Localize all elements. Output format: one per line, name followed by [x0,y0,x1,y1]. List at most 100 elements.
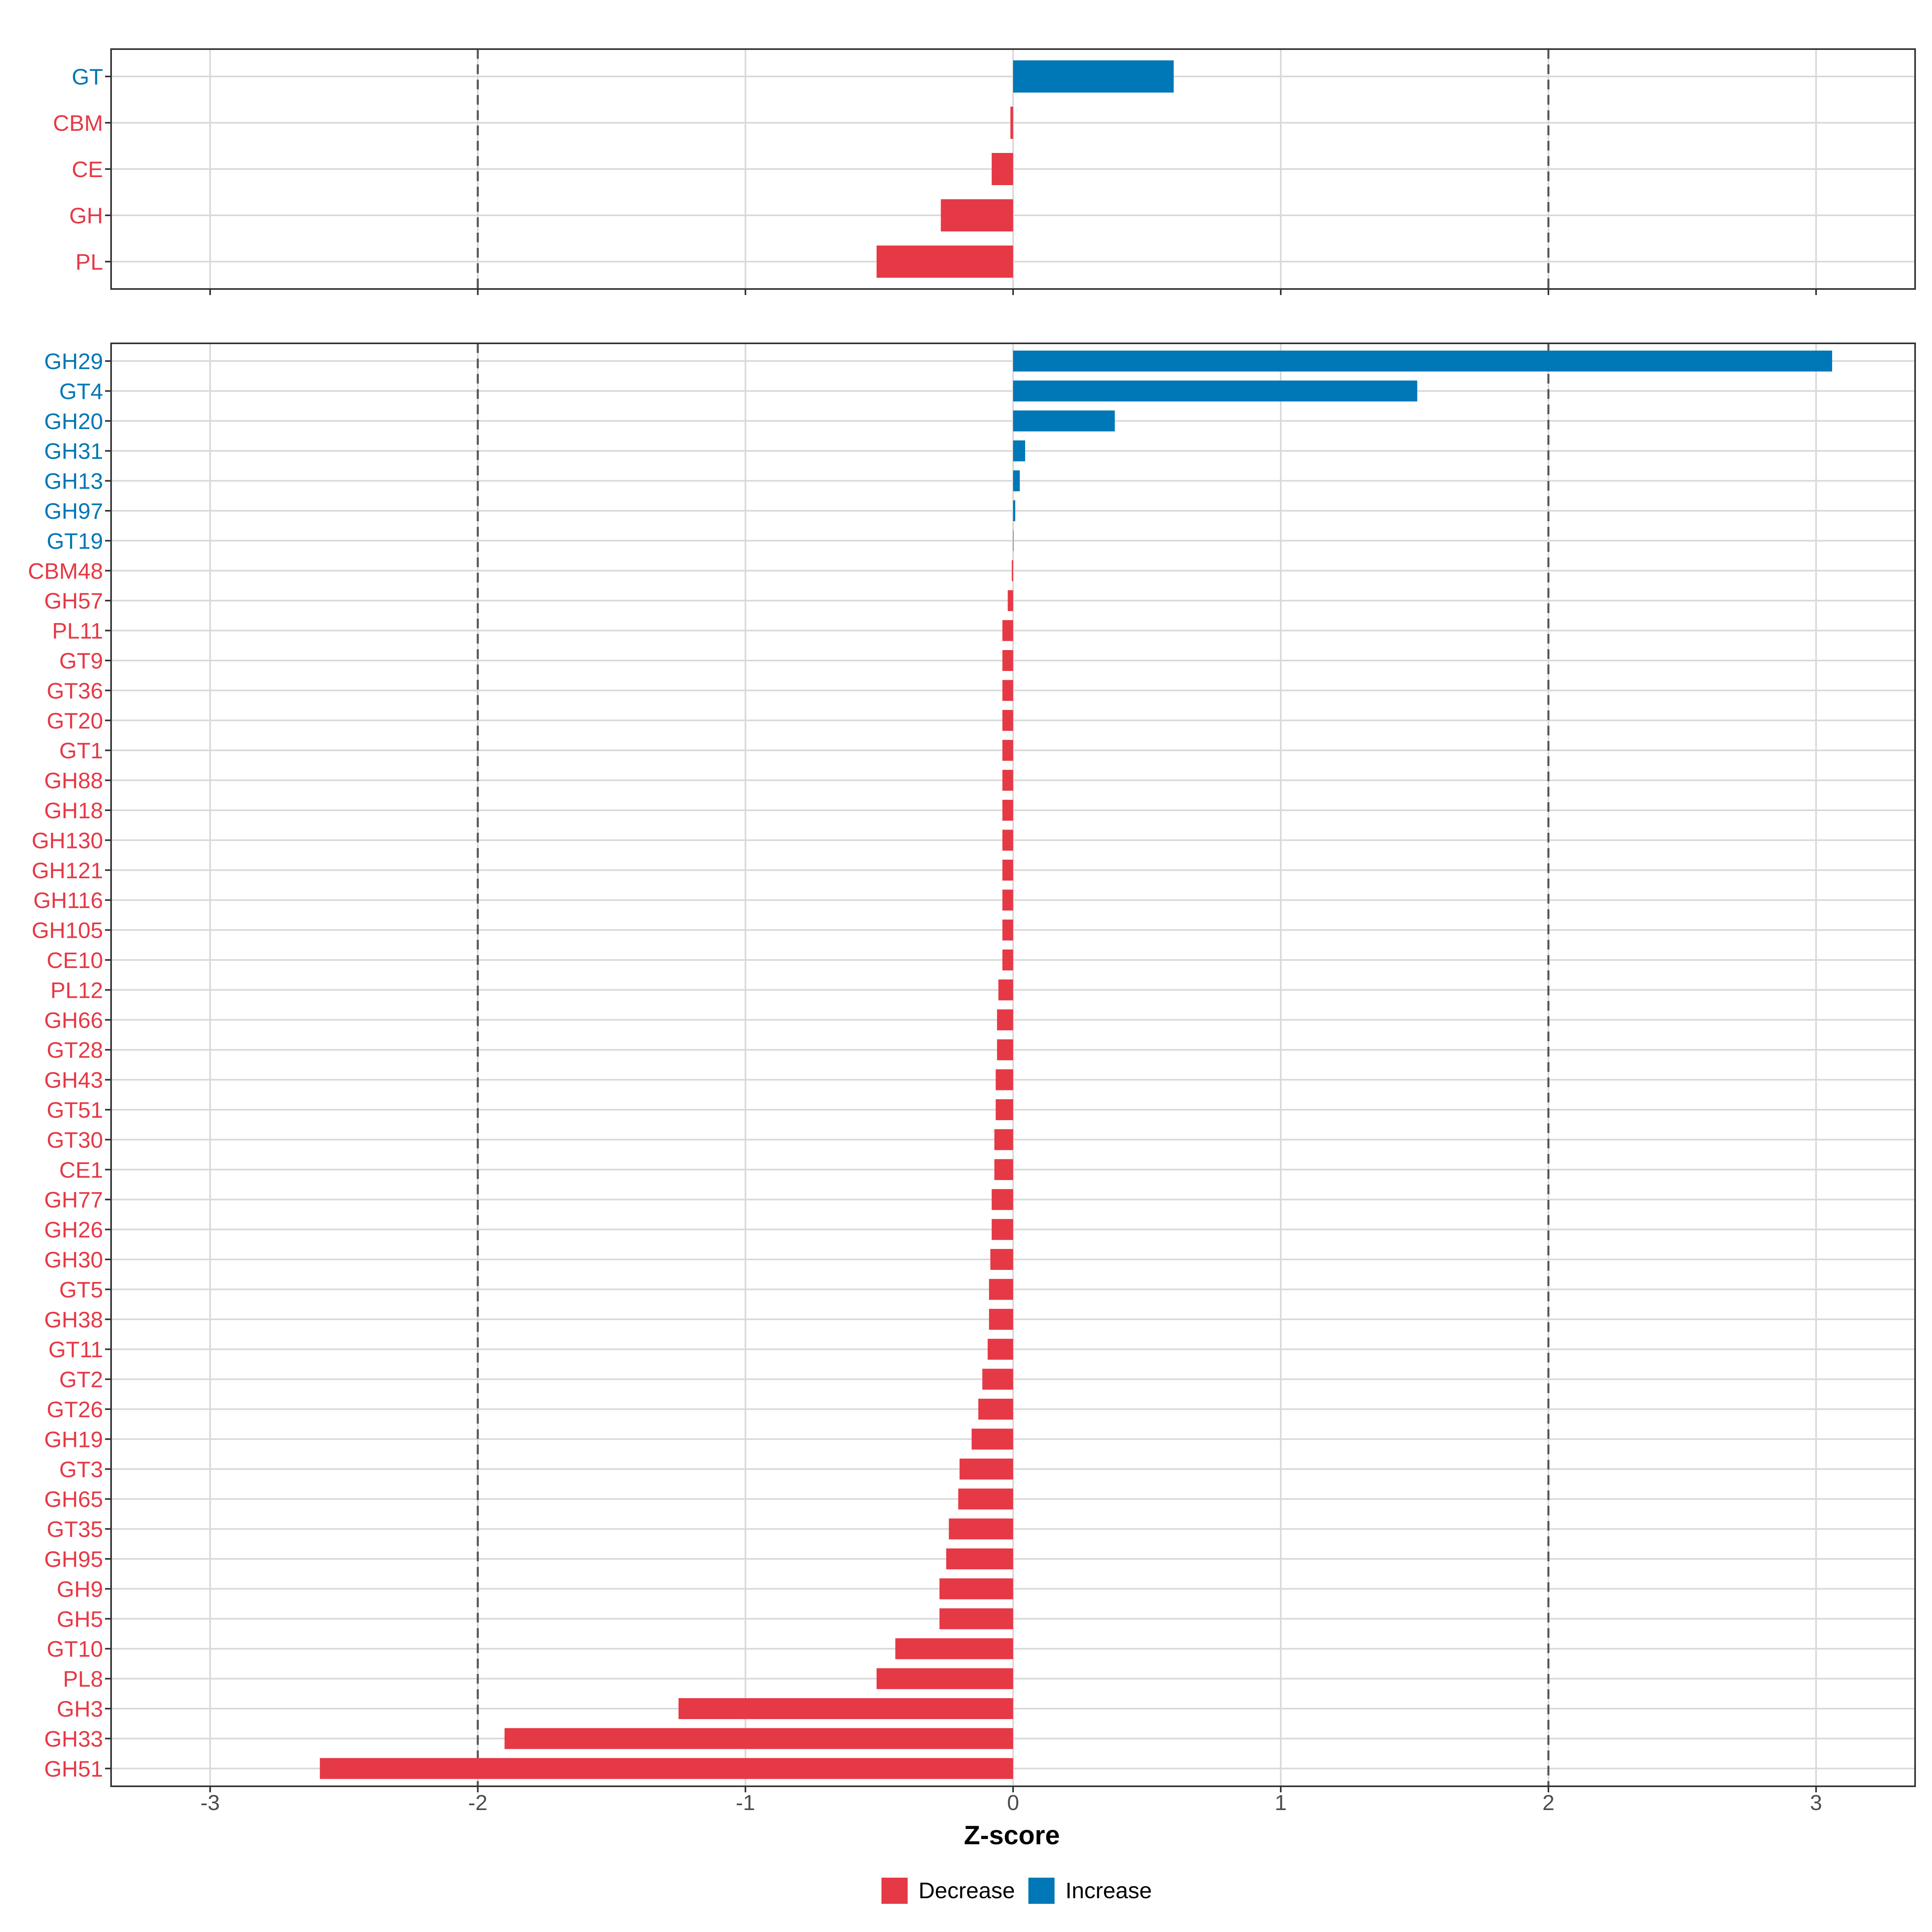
category-label-GT28: GT28 [47,1037,103,1063]
bar-PL [876,246,1013,278]
bar-GH97 [1013,500,1016,521]
x-tick-label-3: 3 [1810,1791,1822,1815]
category-label-GH105: GH105 [32,918,103,943]
bar-GH29 [1013,351,1832,372]
category-label-PL11: PL11 [52,618,103,644]
category-label-GH130: GH130 [32,828,103,853]
category-label-CE10: CE10 [47,947,103,973]
x-axis-label: Z-score [964,1820,1060,1850]
bar-GH30 [990,1249,1013,1270]
x-tick-label--2: -2 [468,1791,487,1815]
category-label-PL12: PL12 [50,977,103,1003]
bar-GT10 [895,1638,1013,1660]
bar-GH5 [939,1608,1013,1629]
category-label-GH95: GH95 [44,1546,103,1572]
category-label-GH: GH [69,203,103,228]
bar-GH65 [958,1488,1013,1510]
bar-GT1 [1002,740,1013,761]
bar-GT26 [978,1399,1013,1420]
category-label-GH116: GH116 [33,888,103,913]
legend-swatch-increase [1028,1878,1055,1904]
x-axis: -3 -2 -1 0 1 2 3 [200,1791,1822,1815]
bar-GH26 [991,1219,1013,1240]
category-label-GT4: GT4 [59,378,103,404]
category-label-GT26: GT26 [47,1397,103,1422]
category-label-GH77: GH77 [44,1187,103,1212]
bar-GT3 [960,1458,1013,1480]
bar-PL12 [998,979,1013,1001]
bar-CE10 [1002,949,1013,970]
bar-GH51 [320,1758,1013,1779]
category-label-GH121: GH121 [32,858,103,883]
category-label-GH38: GH38 [44,1307,103,1332]
category-label-CBM48: CBM48 [28,558,103,584]
bottom-panel: GH29 GT4 GH20 GH31 GH13 GH97 GT19 CBM48 GH57 PL11… [28,343,1916,1792]
bar-GT9 [1002,650,1013,671]
category-label-GH66: GH66 [44,1007,103,1033]
bar-GH33 [504,1728,1013,1749]
category-label-GH88: GH88 [44,768,103,793]
category-label-GT9: GT9 [59,648,103,673]
x-tick-label--3: -3 [200,1791,220,1815]
bar-GT35 [949,1518,1013,1540]
bar-GH18 [1002,800,1013,821]
category-label-CE1: CE1 [59,1157,103,1183]
legend-label-increase: Increase [1065,1878,1152,1903]
category-label-GT20: GT20 [47,708,103,733]
bar-GH66 [997,1009,1013,1030]
category-label-GH30: GH30 [44,1247,103,1272]
bar-GH88 [1002,770,1013,791]
category-label-CBM: CBM [53,110,103,136]
category-label-GH57: GH57 [44,588,103,613]
bar-GT30 [994,1129,1013,1150]
bar-GH57 [1007,590,1013,611]
category-label-GH65: GH65 [44,1486,103,1512]
category-label-GH18: GH18 [44,798,103,823]
bar-PL11 [1002,620,1013,641]
category-label-GT30: GT30 [47,1127,103,1152]
category-label-GT: GT [72,64,103,89]
category-label-GH19: GH19 [44,1426,103,1452]
bar-GT11 [987,1339,1013,1360]
category-label-GT10: GT10 [47,1636,103,1662]
category-label-GT51: GT51 [47,1097,103,1123]
bar-CBM [1010,107,1013,139]
x-tick-label-1: 1 [1275,1791,1287,1815]
bar-CBM48 [1011,560,1013,581]
bar-GH20 [1013,410,1115,431]
category-label-GT2: GT2 [59,1367,103,1392]
category-label-GH97: GH97 [44,498,103,524]
category-label-GH33: GH33 [44,1726,103,1751]
category-label-GH5: GH5 [57,1606,103,1632]
bar-GH [941,199,1013,231]
bar-GH130 [1002,830,1013,851]
bar-GH38 [989,1309,1013,1330]
category-label-GH43: GH43 [44,1067,103,1093]
category-label-GH3: GH3 [57,1696,103,1721]
bar-GT5 [989,1279,1013,1300]
legend: Decrease Increase [881,1878,1152,1904]
bar-PL8 [876,1668,1013,1689]
bar-GH121 [1002,859,1013,881]
bar-GH105 [1002,919,1013,941]
bar-GH13 [1013,470,1020,491]
bar-GH19 [971,1428,1013,1450]
bar-CE [991,153,1013,185]
bar-GH95 [946,1548,1013,1569]
category-label-GT5: GT5 [59,1277,103,1302]
x-tick-label-0: 0 [1007,1791,1019,1815]
category-label-GH31: GH31 [44,438,103,464]
category-label-GH29: GH29 [44,349,103,374]
bar-GH77 [991,1189,1013,1210]
bar-GH116 [1002,890,1013,911]
bar-GH9 [939,1578,1013,1600]
bar-CE1 [994,1159,1013,1180]
bar-GH31 [1013,440,1025,462]
x-tick-label-2: 2 [1542,1791,1554,1815]
bar-GT [1013,60,1174,93]
category-label-GH13: GH13 [44,469,103,494]
x-tick-label--1: -1 [736,1791,755,1815]
bar-GT20 [1002,710,1013,731]
category-label-GH51: GH51 [44,1756,103,1781]
